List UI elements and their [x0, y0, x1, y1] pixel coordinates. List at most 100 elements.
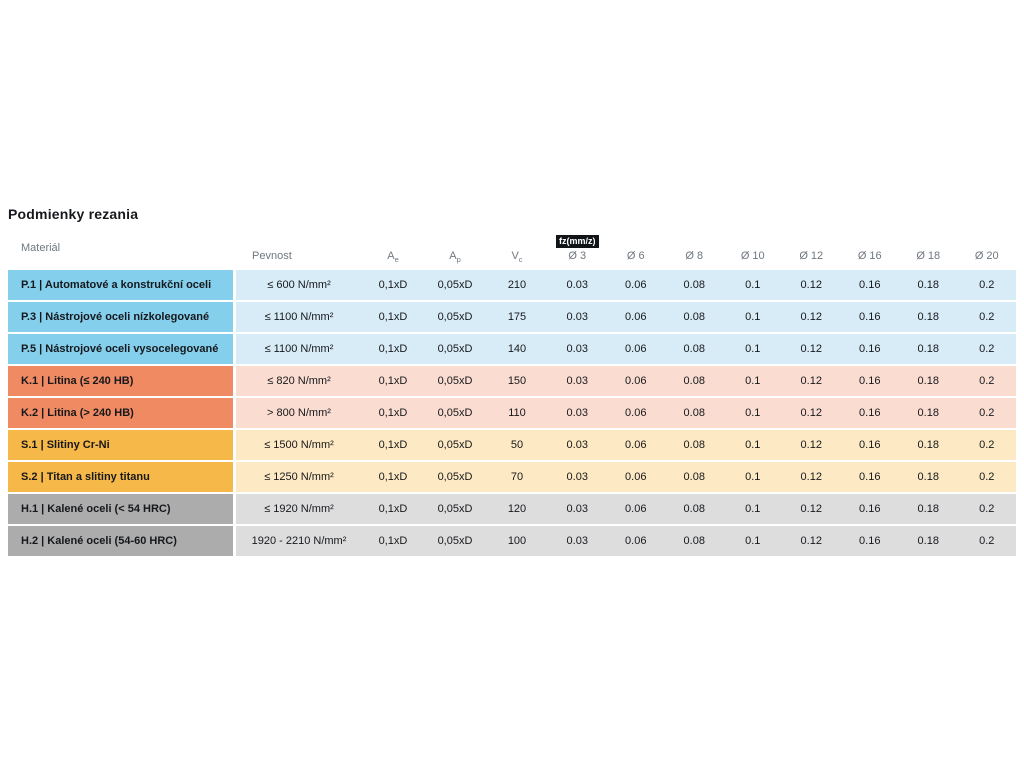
- fz-cell-d3: 0.03: [566, 311, 588, 323]
- row-values-band: ≤ 1920 N/mm² 0,1xD 0,05xD 120 0.03 0.06 …: [236, 494, 1016, 524]
- ae-cell: 0,1xD: [378, 471, 408, 483]
- vc-cell: 100: [507, 535, 527, 547]
- row-values-band: ≤ 1250 N/mm² 0,1xD 0,05xD 70 0.03 0.06 0…: [236, 462, 1016, 492]
- pevnost-cell: ≤ 1500 N/mm²: [264, 439, 334, 451]
- column-header-diameter-18: Ø 18: [916, 250, 941, 262]
- ap-cell: 0,05xD: [437, 407, 473, 419]
- ae-cell: 0,1xD: [378, 407, 408, 419]
- fz-cell-d12: 0.12: [800, 343, 822, 355]
- column-header-ae: Ae: [387, 250, 399, 265]
- fz-cell-d16: 0.16: [859, 407, 881, 419]
- material-cell: H.1 | Kalené oceli (< 54 HRC): [8, 494, 233, 524]
- column-header-ap: Ap: [449, 250, 461, 265]
- pevnost-cell: ≤ 1250 N/mm²: [264, 471, 334, 483]
- fz-cell-d3: 0.03: [566, 503, 588, 515]
- fz-cell-d10: 0.1: [745, 279, 761, 291]
- table-body: P.1 | Automatové a konstrukční oceli ≤ 6…: [8, 270, 1016, 556]
- column-header-diameter-6: Ø 6: [626, 250, 645, 262]
- fz-cell-d12: 0.12: [800, 311, 822, 323]
- fz-cell-d8: 0.08: [683, 439, 705, 451]
- fz-cell-d12: 0.12: [800, 375, 822, 387]
- fz-cell-d20: 0.2: [979, 311, 995, 323]
- fz-cell-d18: 0.18: [917, 471, 939, 483]
- page-title: Podmienky rezania: [8, 206, 139, 222]
- fz-cell-d20: 0.2: [979, 535, 995, 547]
- fz-cell-d20: 0.2: [979, 503, 995, 515]
- fz-cell-d20: 0.2: [979, 375, 995, 387]
- table-row: H.2 | Kalené oceli (54-60 HRC) 1920 - 22…: [8, 526, 1016, 556]
- pevnost-cell: ≤ 820 N/mm²: [267, 375, 331, 387]
- fz-cell-d3: 0.03: [566, 343, 588, 355]
- fz-cell-d10: 0.1: [745, 311, 761, 323]
- fz-cell-d6: 0.06: [625, 343, 647, 355]
- table-row: P.3 | Nástrojové oceli nízkolegované ≤ 1…: [8, 302, 1016, 332]
- material-cell: S.2 | Titan a slitiny titanu: [8, 462, 233, 492]
- fz-cell-d10: 0.1: [745, 503, 761, 515]
- material-cell: H.2 | Kalené oceli (54-60 HRC): [8, 526, 233, 556]
- vc-cell: 175: [507, 311, 527, 323]
- fz-cell-d20: 0.2: [979, 439, 995, 451]
- vc-cell: 150: [507, 375, 527, 387]
- cutting-conditions-section: Podmienky rezania Materiál Pevnost Ae Ap…: [8, 206, 1016, 558]
- fz-cell-d8: 0.08: [683, 343, 705, 355]
- ap-cell: 0,05xD: [437, 279, 473, 291]
- fz-cell-d16: 0.16: [859, 503, 881, 515]
- column-header-diameter-10: Ø 10: [740, 250, 765, 262]
- pevnost-cell: > 800 N/mm²: [267, 407, 331, 419]
- fz-cell-d18: 0.18: [917, 343, 939, 355]
- fz-cell-d10: 0.1: [745, 343, 761, 355]
- material-cell: K.1 | Litina (≤ 240 HB): [8, 366, 233, 396]
- fz-cell-d3: 0.03: [566, 279, 588, 291]
- fz-cell-d6: 0.06: [625, 439, 647, 451]
- pevnost-cell: ≤ 1100 N/mm²: [264, 343, 334, 355]
- fz-cell-d20: 0.2: [979, 407, 995, 419]
- column-header-diameter-8: Ø 8: [685, 250, 704, 262]
- fz-cell-d16: 0.16: [859, 471, 881, 483]
- ap-cell: 0,05xD: [437, 471, 473, 483]
- fz-cell-d18: 0.18: [917, 279, 939, 291]
- fz-unit-badge: fz(mm/z): [556, 235, 599, 248]
- ae-cell: 0,1xD: [378, 279, 408, 291]
- row-values-band: ≤ 600 N/mm² 0,1xD 0,05xD 210 0.03 0.06 0…: [236, 270, 1016, 300]
- fz-cell-d6: 0.06: [625, 311, 647, 323]
- fz-cell-d18: 0.18: [917, 503, 939, 515]
- fz-cell-d6: 0.06: [625, 503, 647, 515]
- fz-cell-d8: 0.08: [683, 375, 705, 387]
- fz-cell-d16: 0.16: [859, 343, 881, 355]
- table-row: P.5 | Nástrojové oceli vysocelegované ≤ …: [8, 334, 1016, 364]
- fz-cell-d12: 0.12: [800, 471, 822, 483]
- ap-cell: 0,05xD: [437, 439, 473, 451]
- fz-cell-d16: 0.16: [859, 279, 881, 291]
- row-values-band: ≤ 1100 N/mm² 0,1xD 0,05xD 140 0.03 0.06 …: [236, 334, 1016, 364]
- fz-cell-d3: 0.03: [566, 535, 588, 547]
- table-row: K.2 | Litina (> 240 HB) > 800 N/mm² 0,1x…: [8, 398, 1016, 428]
- table-header-row: Materiál Pevnost Ae Ap Vc fz(mm/z) Ø 3: [8, 222, 1016, 270]
- row-values-band: 1920 - 2210 N/mm² 0,1xD 0,05xD 100 0.03 …: [236, 526, 1016, 556]
- ap-cell: 0,05xD: [437, 311, 473, 323]
- ae-cell: 0,1xD: [378, 503, 408, 515]
- fz-cell-d12: 0.12: [800, 439, 822, 451]
- fz-cell-d8: 0.08: [683, 311, 705, 323]
- column-header-diameter-3: fz(mm/z) Ø 3: [548, 222, 607, 270]
- fz-cell-d18: 0.18: [917, 407, 939, 419]
- column-header-pevnost: Pevnost: [252, 250, 292, 262]
- fz-cell-d18: 0.18: [917, 375, 939, 387]
- fz-cell-d10: 0.1: [745, 407, 761, 419]
- table-row: P.1 | Automatové a konstrukční oceli ≤ 6…: [8, 270, 1016, 300]
- material-cell: S.1 | Slitiny Cr-Ni: [8, 430, 233, 460]
- vc-cell: 110: [508, 407, 526, 419]
- fz-cell-d12: 0.12: [800, 279, 822, 291]
- table-row: H.1 | Kalené oceli (< 54 HRC) ≤ 1920 N/m…: [8, 494, 1016, 524]
- fz-cell-d18: 0.18: [917, 439, 939, 451]
- vc-cell: 210: [507, 279, 527, 291]
- ap-cell: 0,05xD: [437, 503, 473, 515]
- column-header-diameter-20: Ø 20: [974, 250, 999, 262]
- fz-cell-d6: 0.06: [625, 535, 647, 547]
- ae-cell: 0,1xD: [378, 439, 408, 451]
- fz-cell-d3: 0.03: [566, 439, 588, 451]
- fz-cell-d16: 0.16: [859, 375, 881, 387]
- vc-cell: 120: [507, 503, 527, 515]
- table-row: S.2 | Titan a slitiny titanu ≤ 1250 N/mm…: [8, 462, 1016, 492]
- fz-cell-d6: 0.06: [625, 279, 647, 291]
- fz-cell-d18: 0.18: [917, 535, 939, 547]
